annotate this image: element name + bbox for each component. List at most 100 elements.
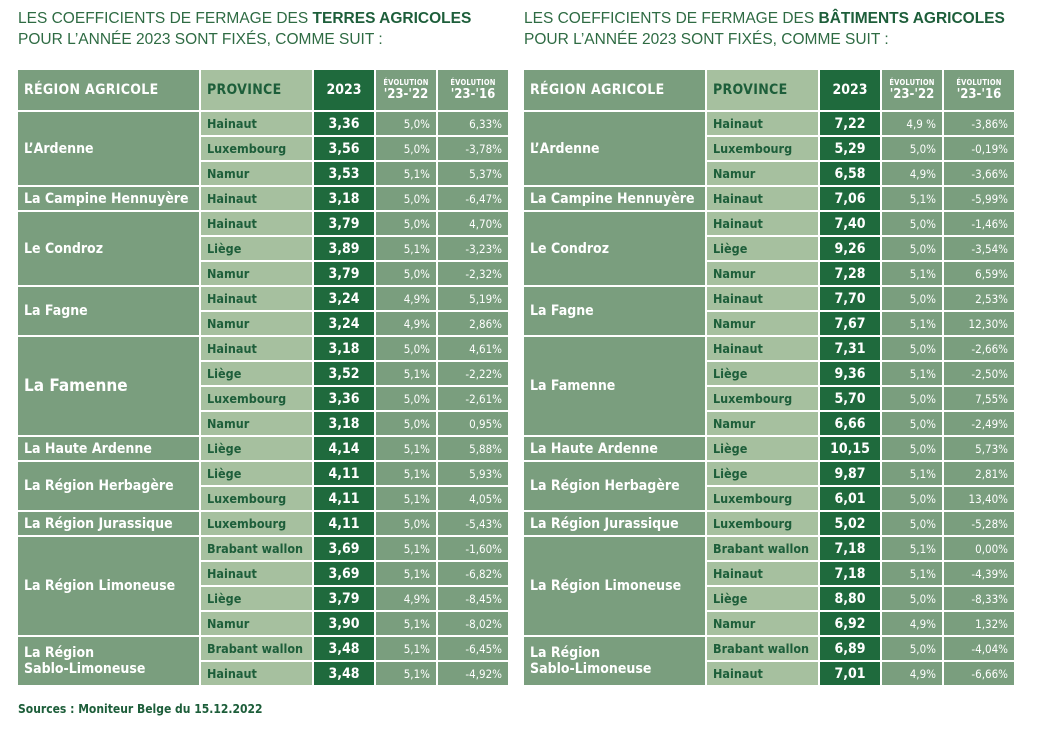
province-cell: Namur (201, 612, 312, 635)
value-2023-cell: 7,28 (820, 262, 880, 285)
value-2023-cell: 9,87 (820, 462, 880, 485)
province-cell: Brabant wallon (707, 537, 818, 560)
evolution-23-22-cell: 4,9% (376, 312, 436, 335)
region-cell: La Région Sablo-Limoneuse (524, 637, 705, 685)
region-name: L’Ardenne (24, 140, 94, 157)
evolution-23-22-cell: 5,0% (882, 337, 942, 360)
evolution-23-16-cell: 5,73% (944, 437, 1014, 460)
province-cell: Hainaut (707, 562, 818, 585)
evolution-23-16-cell: -3,23% (438, 237, 508, 260)
evolution-23-16-cell: 0,95% (438, 412, 508, 435)
evolution-23-22-cell: 5,0% (882, 637, 942, 660)
province-cell: Luxembourg (201, 512, 312, 535)
left-title-line2: POUR L’ANNÉE 2023 SONT FIXÉS, COMME SUIT… (18, 31, 383, 48)
province-cell: Brabant wallon (201, 537, 312, 560)
value-2023-cell: 3,79 (314, 212, 374, 235)
evolution-23-22-cell: 5,1% (376, 362, 436, 385)
region-name: La Région Herbagère (24, 478, 174, 494)
left-title: LES COEFFICIENTS DE FERMAGE DES TERRES A… (18, 8, 471, 50)
evolution-23-22-cell: 5,1% (376, 237, 436, 260)
region-cell: La Région Jurassique (18, 512, 199, 535)
value-2023-cell: 7,70 (820, 287, 880, 310)
evolution-23-22-cell: 5,0% (376, 137, 436, 160)
evolution-23-22-cell: 5,0% (882, 437, 942, 460)
evolution-23-16-cell: 5,88% (438, 437, 508, 460)
value-2023-cell: 3,69 (314, 537, 374, 560)
evolution-23-16-cell: -2,22% (438, 362, 508, 385)
evolution-23-16-cell: 13,40% (944, 487, 1014, 510)
province-cell: Namur (707, 162, 818, 185)
region-cell: Le Condroz (18, 212, 199, 285)
value-2023-cell: 4,11 (314, 512, 374, 535)
province-cell: Namur (707, 412, 818, 435)
source-note: Sources : Moniteur Belge du 15.12.2022 (18, 702, 263, 716)
province-cell: Namur (707, 262, 818, 285)
evolution-23-22-cell: 5,0% (376, 412, 436, 435)
province-cell: Hainaut (201, 212, 312, 235)
evolution-23-16-cell: -8,33% (944, 587, 1014, 610)
evolution-23-16-cell: 2,81% (944, 462, 1014, 485)
table-body: L’Ardenne Hainaut 3,36 5,0% 6,33% Luxembourg 3… (18, 112, 508, 687)
evolution-23-16-cell: 5,37% (438, 162, 508, 185)
province-cell: Liège (707, 462, 818, 485)
value-2023-cell: 3,89 (314, 237, 374, 260)
header-region: RÉGION AGRICOLE (524, 70, 705, 110)
evolution-23-22-cell: 5,1% (376, 537, 436, 560)
region-name: Le Condroz (24, 240, 104, 257)
header-province: PROVINCE (201, 70, 312, 110)
region-name: Le Condroz (530, 240, 610, 257)
region-name: La Région Limoneuse (24, 578, 176, 594)
region-name: La Région Jurassique (530, 515, 679, 532)
province-cell: Liège (707, 237, 818, 260)
evolution-23-22-cell: 5,0% (376, 512, 436, 535)
evolution-23-16-cell: 4,70% (438, 212, 508, 235)
value-2023-cell: 3,18 (314, 412, 374, 435)
header-evo-label: ÉVOLUTION (450, 77, 496, 87)
region-cell: La Fagne (18, 287, 199, 335)
region-name: La Région (530, 645, 601, 661)
province-cell: Hainaut (201, 187, 312, 210)
region-cell: La Région Sablo-Limoneuse (18, 637, 199, 685)
value-2023-cell: 3,69 (314, 562, 374, 585)
header-evo-years: '23-'22 (383, 87, 429, 103)
region-name: La Famenne (530, 378, 616, 394)
province-cell: Luxembourg (707, 137, 818, 160)
evolution-23-22-cell: 5,0% (882, 287, 942, 310)
evolution-23-16-cell: 4,61% (438, 337, 508, 360)
evolution-23-16-cell: -3,66% (944, 162, 1014, 185)
province-cell: Liège (201, 437, 312, 460)
value-2023-cell: 3,56 (314, 137, 374, 160)
region-cell: Le Condroz (524, 212, 705, 285)
region-name: La Région Limoneuse (530, 578, 682, 594)
right-title: LES COEFFICIENTS DE FERMAGE DES BÂTIMENT… (524, 8, 1005, 50)
evolution-23-16-cell: -4,04% (944, 637, 1014, 660)
evolution-23-22-cell: 5,1% (376, 662, 436, 685)
province-cell: Hainaut (707, 187, 818, 210)
region-name: La Région Herbagère (530, 478, 680, 494)
province-cell: Luxembourg (201, 137, 312, 160)
evolution-23-22-cell: 5,0% (376, 387, 436, 410)
province-cell: Namur (201, 312, 312, 335)
value-2023-cell: 7,01 (820, 662, 880, 685)
value-2023-cell: 3,18 (314, 187, 374, 210)
region-name: La Famenne (24, 376, 128, 396)
province-cell: Hainaut (707, 662, 818, 685)
header-evo-years: '23-'22 (889, 87, 935, 103)
region-name: L’Ardenne (530, 140, 600, 157)
province-cell: Liège (201, 362, 312, 385)
header-evolution-23-22: ÉVOLUTION '23-'22 (376, 70, 436, 110)
evolution-23-22-cell: 5,1% (376, 462, 436, 485)
value-2023-cell: 3,36 (314, 112, 374, 135)
evolution-23-22-cell: 5,0% (882, 237, 942, 260)
province-cell: Liège (707, 587, 818, 610)
province-cell: Liège (707, 362, 818, 385)
value-2023-cell: 3,48 (314, 637, 374, 660)
value-2023-cell: 5,02 (820, 512, 880, 535)
evolution-23-22-cell: 5,1% (376, 162, 436, 185)
value-2023-cell: 6,58 (820, 162, 880, 185)
province-cell: Hainaut (201, 662, 312, 685)
evolution-23-16-cell: -8,02% (438, 612, 508, 635)
evolution-23-22-cell: 5,1% (882, 362, 942, 385)
left-title-pre: LES COEFFICIENTS DE FERMAGE DES (18, 10, 313, 27)
value-2023-cell: 4,11 (314, 487, 374, 510)
